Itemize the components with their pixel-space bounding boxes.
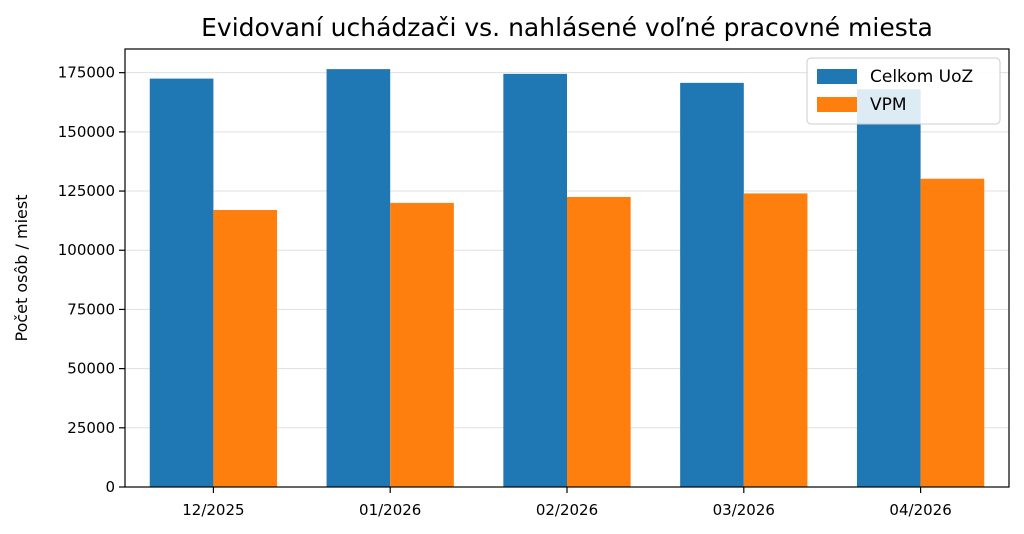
x-tick-label: 12/2025 [182, 501, 244, 519]
y-tick-label: 75000 [67, 300, 115, 318]
legend: Celkom UoZ VPM [806, 57, 1001, 125]
bar-celkom-uoz [503, 73, 567, 487]
bar-vpm [390, 202, 454, 487]
y-tick-label: 100000 [58, 241, 115, 259]
x-tick-label: 04/2026 [889, 501, 951, 519]
legend-swatch [817, 69, 857, 84]
bar-vpm [743, 193, 808, 487]
chart-title: Evidovaní uchádzači vs. nahlásené voľné … [201, 13, 933, 42]
legend-label: Celkom UoZ [870, 67, 973, 87]
y-tick-label: 25000 [67, 419, 115, 437]
y-axis: 0 25000 50000 75000 100000 125000 150000 175000 [58, 64, 125, 496]
x-tick-label: 03/2026 [713, 501, 775, 519]
y-tick-label: 175000 [58, 64, 115, 82]
bar-vpm [567, 196, 631, 488]
bar-vpm [213, 209, 278, 487]
bar-celkom-uoz [326, 69, 391, 487]
bar-vpm [920, 178, 985, 487]
y-axis-title: Počet osôb / miest [12, 195, 31, 342]
x-axis: 12/2025 01/2026 02/2026 03/2026 04/2026 [182, 487, 952, 519]
x-tick-label: 02/2026 [536, 501, 598, 519]
bars [149, 69, 985, 488]
y-tick-label: 0 [105, 478, 115, 496]
y-tick-label: 150000 [58, 123, 115, 141]
y-tick-label: 125000 [58, 182, 115, 200]
x-tick-label: 01/2026 [359, 501, 421, 519]
legend-label: VPM [870, 95, 907, 115]
bar-celkom-uoz [149, 78, 214, 487]
y-tick-label: 50000 [67, 360, 115, 378]
bar-celkom-uoz [680, 82, 744, 488]
legend-swatch [817, 97, 857, 112]
bar-celkom-uoz [856, 89, 921, 487]
